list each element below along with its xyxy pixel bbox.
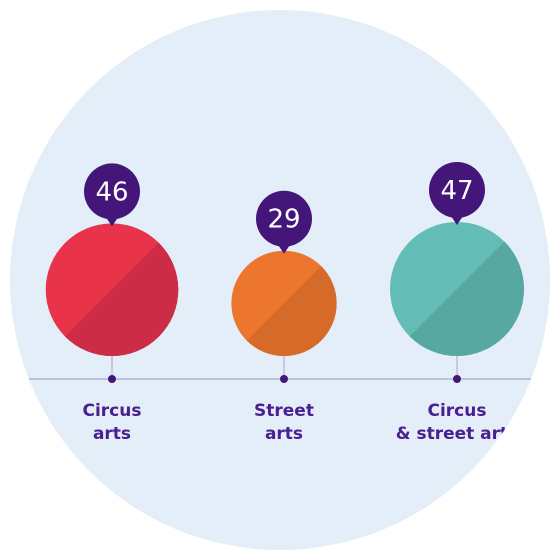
pin-pointer — [106, 217, 118, 227]
pin-pointer — [451, 216, 463, 225]
category-label: Circus & street arts — [396, 401, 519, 444]
category-label-line: Circus — [428, 401, 487, 421]
data-label: 29 — [267, 205, 300, 235]
axis-dot — [108, 375, 116, 383]
category-label-line: & street arts — [396, 424, 519, 444]
bubble-shade — [65, 242, 179, 356]
data-label: 46 — [95, 177, 128, 207]
bubble-group: 29 Street arts — [231, 190, 337, 444]
category-label-line: arts — [265, 424, 303, 444]
category-label: Circus arts — [83, 401, 142, 444]
axis-dot — [280, 375, 288, 383]
category-label-line: arts — [93, 424, 131, 444]
axis-dot — [453, 375, 461, 383]
bubble-shade — [246, 266, 337, 356]
value-pin — [256, 190, 312, 247]
value-pin — [84, 163, 140, 220]
category-label-line: Street — [254, 401, 314, 421]
data-label: 47 — [440, 176, 473, 206]
bubble-group: 47 Circus & street arts — [390, 162, 525, 444]
plot-area: 46 Circus arts 29 Street arts 47 Circus & street… — [10, 162, 550, 444]
bubble-shade — [409, 241, 525, 357]
category-label: Street arts — [254, 401, 314, 444]
value-pin — [429, 162, 485, 218]
bubble-group: 46 Circus arts — [45, 163, 179, 444]
pin-pointer — [278, 244, 290, 254]
category-label-line: Circus — [83, 401, 142, 421]
